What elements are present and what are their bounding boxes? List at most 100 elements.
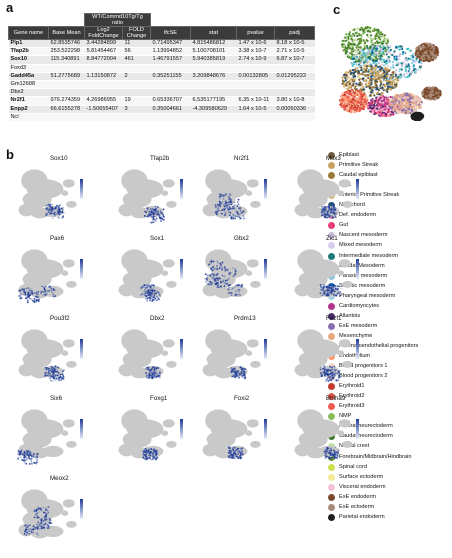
table-cell: 1.13150872 [85, 72, 123, 80]
umap-gene-label: Msx3 [326, 155, 341, 162]
umap-panel-nr2f1: Nr2f1 [194, 157, 278, 237]
table-row: Ncl [9, 113, 315, 121]
umap-gene-label: Nr2f1 [234, 155, 249, 162]
table-cell: 5.81454467 [85, 48, 123, 56]
table-cell: 62.8535746 [49, 40, 85, 48]
umap-plot [10, 397, 94, 473]
umap-cell-types [330, 14, 450, 146]
umap-plot [10, 477, 94, 553]
umap-panel-sox10: Sox10 [10, 157, 94, 237]
umap-plot [110, 397, 194, 473]
table-cell [49, 64, 85, 72]
table-cell [151, 89, 191, 97]
table-header-group-row: WT/Commd10Tg/Tg ratio [9, 14, 315, 27]
umap-gene-label: Sox10 [50, 155, 68, 162]
umap-plot [10, 157, 94, 233]
table-cell: 19 [123, 97, 151, 105]
umap-plot [110, 157, 194, 233]
umap-panel-foxg1: Foxg1 [110, 397, 194, 477]
table-cell [123, 64, 151, 72]
legend-label: ExE endoderm [339, 494, 376, 501]
table-cell: 6.35 x 10-11 [237, 97, 275, 105]
table-cell: 0.00050336 [275, 105, 315, 113]
table-cell: 115.340891 [49, 56, 85, 64]
table-cell: 1.47 x 10-6 [237, 40, 275, 48]
table-cell [123, 89, 151, 97]
table-cell: 3 [123, 105, 151, 113]
table-row: Foxd3 [9, 64, 315, 72]
umap-panel-fezf1: Fezf1 [286, 317, 370, 397]
legend-swatch-icon [328, 504, 335, 511]
umap-gene-label: Gbx2 [234, 235, 249, 242]
umap-plot [194, 317, 278, 393]
table-cell [85, 80, 123, 88]
table-cell [85, 64, 123, 72]
legend-swatch-icon [328, 494, 335, 501]
table-cell [123, 113, 151, 121]
table-cell: 5.940385819 [191, 56, 237, 64]
gene-name-cell: Plp1 [9, 40, 49, 48]
gene-name-cell: Foxd3 [9, 64, 49, 72]
table-cell: 4.26986955 [85, 97, 123, 105]
legend-label: Parietal endoderm [339, 514, 385, 521]
umap-plot [286, 397, 370, 473]
table-cell [85, 113, 123, 121]
legend-label: ExE ectoderm [339, 504, 374, 511]
umap-panel-dbx2: Dbx2 [110, 317, 194, 397]
table-cell [275, 80, 315, 88]
table-cell [191, 80, 237, 88]
col-padj: padj [275, 27, 315, 40]
umap-panel-sox1: Sox1 [110, 237, 194, 317]
table-cell [237, 80, 275, 88]
legend-swatch-icon [328, 514, 335, 521]
table-cell: 0.01295222 [275, 72, 315, 80]
umap-gene-label: Sox1 [150, 235, 164, 242]
table-cell: 66.6155278 [49, 105, 85, 113]
col-lfcse: lfcSE [151, 27, 191, 40]
table-cell: 0.65336707 [151, 97, 191, 105]
table-cell [275, 64, 315, 72]
col-pvalue: pvalue [237, 27, 275, 40]
umap-gene-label: Zic1 [326, 235, 338, 242]
table-cell: 56 [123, 48, 151, 56]
table-cell: 1.13994852 [151, 48, 191, 56]
table-cell: 0.35004661 [151, 105, 191, 113]
umap-plot [194, 397, 278, 473]
table-cell: 2.74 x 10-9 [237, 56, 275, 64]
table-cell: -4.309580629 [191, 105, 237, 113]
col-log2fc: Log2 FoldChange [85, 27, 123, 40]
table-cell [123, 80, 151, 88]
gene-name-cell: Ncl [9, 113, 49, 121]
table-cell [85, 89, 123, 97]
umap-plot [10, 317, 94, 393]
umap-panel-pax6: Pax6 [10, 237, 94, 317]
umap-gene-label: Prdm13 [234, 315, 256, 322]
umap-gene-label: Bhlha9 [326, 395, 345, 402]
umap-plot [286, 237, 370, 313]
umap-panel-meox2: Meox2 [10, 477, 94, 557]
table-cell: 461 [123, 56, 151, 64]
table-cell: 1.46791557 [151, 56, 191, 64]
table-cell: -1.50655407 [85, 105, 123, 113]
table-cell [237, 113, 275, 121]
table-cell [151, 113, 191, 121]
umap-plot [194, 157, 278, 233]
gene-name-cell: Gadd45a [9, 72, 49, 80]
table-header-group: WT/Commd10Tg/Tg ratio [85, 14, 151, 27]
table-cell [237, 64, 275, 72]
table-cell: 51.2775689 [49, 72, 85, 80]
umap-gene-label: Dbx2 [150, 315, 164, 322]
umap-gene-label: Foxi2 [234, 395, 249, 402]
umap-gene-label: Six6 [50, 395, 62, 402]
table-cell: 0.35251155 [151, 72, 191, 80]
col-basemean: Base Mean [49, 27, 85, 40]
umap-plot [286, 157, 370, 233]
umap-gene-label: Pax6 [50, 235, 64, 242]
umap-plot [110, 317, 194, 393]
table-cell [49, 80, 85, 88]
umap-plot [110, 237, 194, 313]
